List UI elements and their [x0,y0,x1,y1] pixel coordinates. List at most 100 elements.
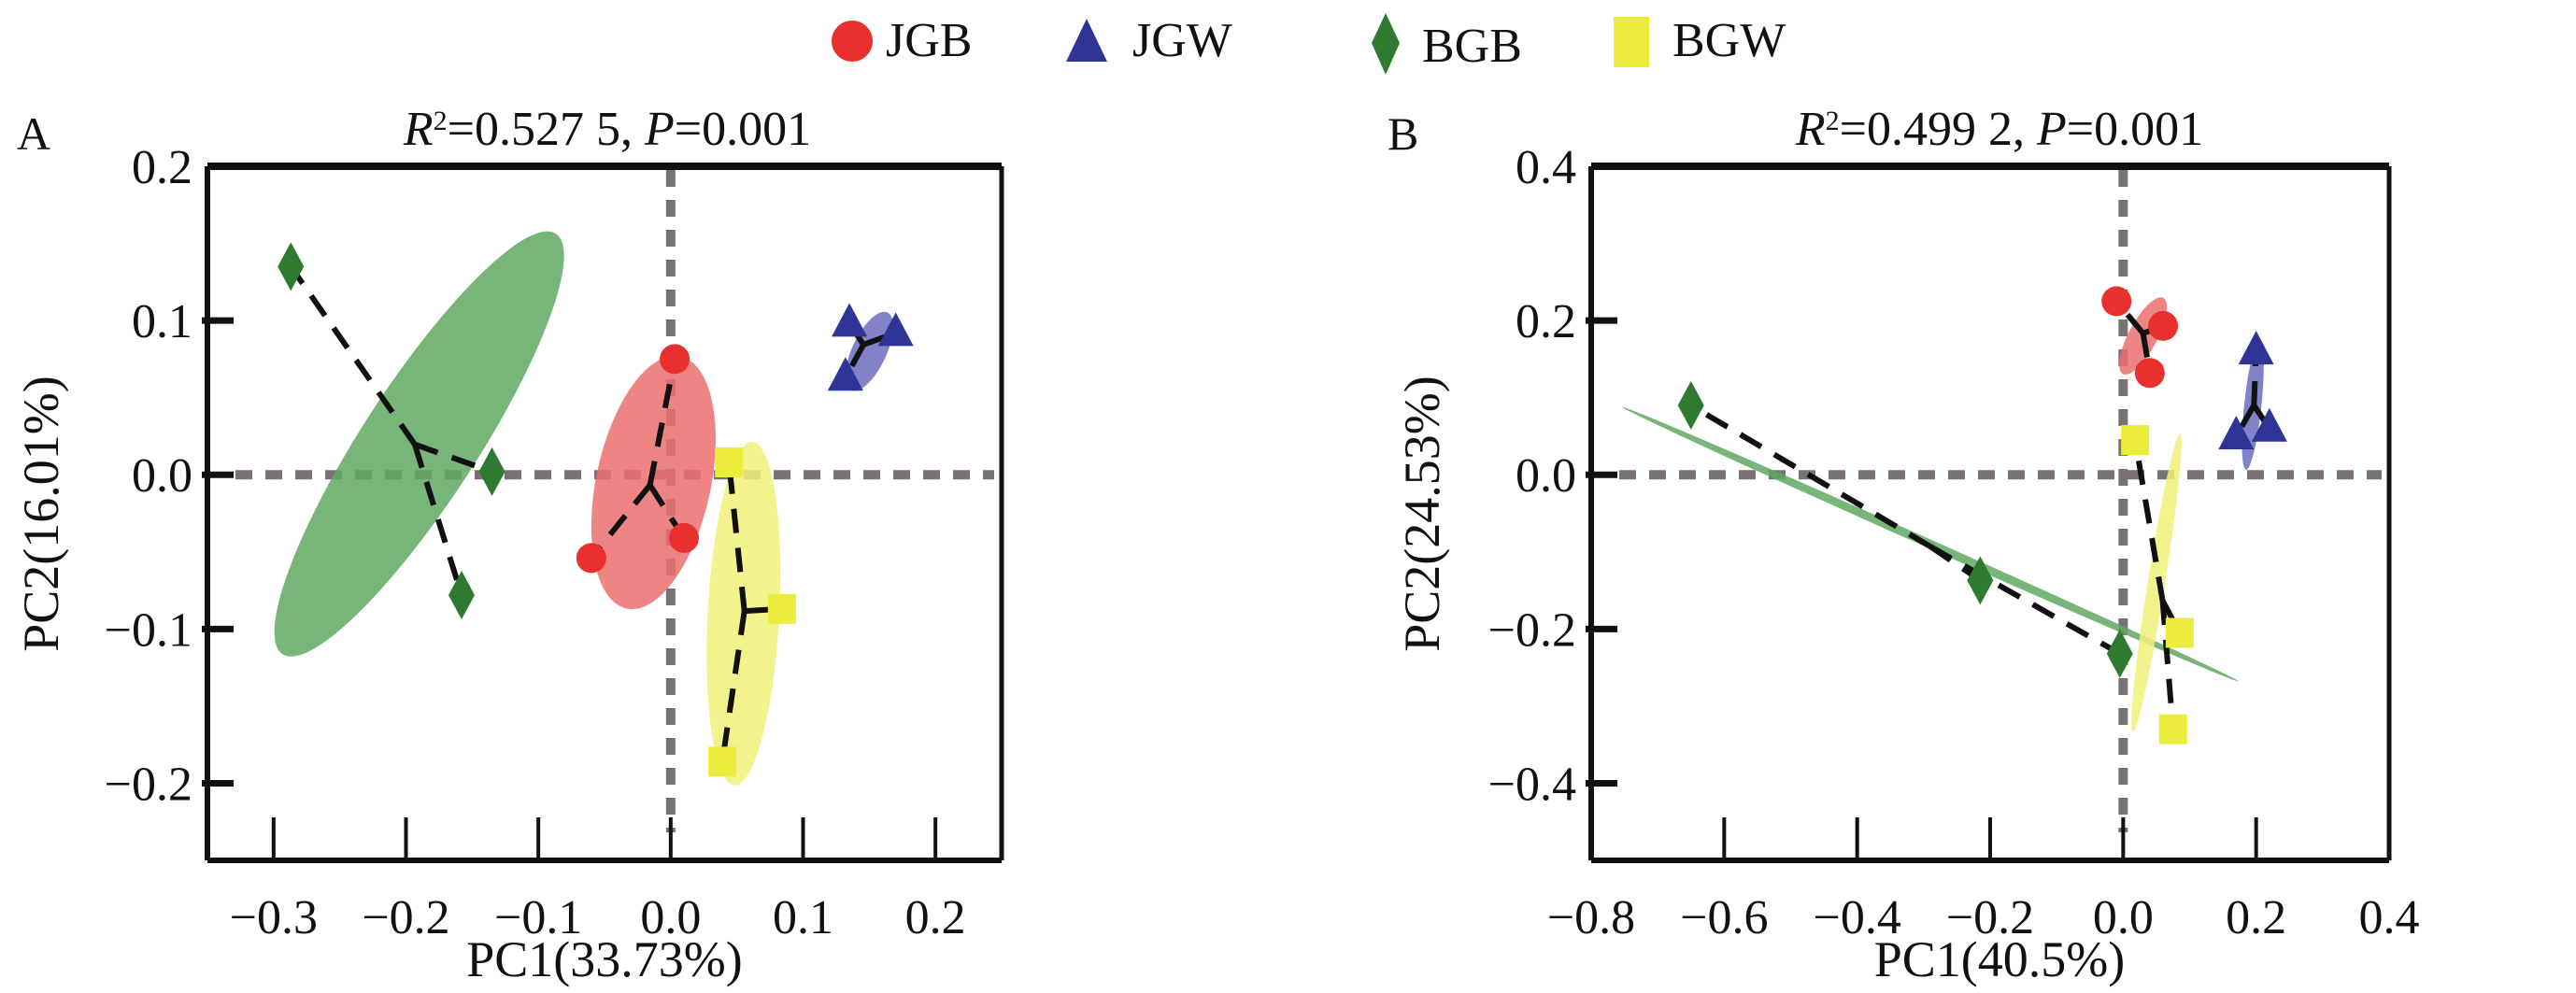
centroid-link-bgb [288,264,418,447]
title-p-symbol: P [2036,103,2067,156]
x-tick-labels: −0.8 −0.6 −0.4 −0.2 0.0 0.2 0.4 [1547,891,2420,944]
data-point-bgw [2158,714,2187,745]
x-axis-label: PC1(40.5%) [1874,931,2126,987]
centroid-link-bgb [1928,544,2122,657]
centroid-link-jgw [862,330,897,348]
legend-marker-circle [832,21,873,62]
plot-area [202,163,1004,863]
y-tick-label: 0.2 [1516,295,1576,348]
y-tick-labels: 0.4 0.2 0.0 −0.2 −0.4 [1488,141,1576,811]
panel-title: R2=0.527 5, P=0.001 [403,103,811,156]
title-p-symbol: P [644,103,675,156]
legend-marker-triangle [1066,19,1107,62]
x-tick-label: 0.2 [905,891,966,944]
title-r-superscript: 2 [1826,106,1840,136]
x-tick-label: 0.0 [640,891,701,944]
centroid-link-bgb [412,443,464,596]
x-tick-label: −0.3 [230,891,318,944]
y-tick-label: 0.4 [1516,141,1576,194]
legend-label: BGW [1672,14,1786,67]
centroid-link-jgb [647,358,678,486]
y-tick-label: −0.1 [105,603,192,657]
data-point-bgb [2106,629,2133,678]
x-tick-labels: −0.3 −0.2 −0.1 0.0 0.1 0.2 [230,891,966,944]
y-axis-label: PC2(24.53%) [1394,376,1450,652]
data-point-jgb [576,543,606,574]
data-point-jgb [2101,286,2132,317]
confidence-ellipse-jgw [845,311,893,391]
centroid-link-bgb [1689,403,1932,549]
centroid-link-bgw [719,610,747,762]
centroid-link-bgw [726,461,747,612]
data-point-bgw [715,447,744,478]
centroid-link-bgw [2132,439,2166,602]
x-tick-label: −0.4 [1814,891,1901,944]
data-point-jgw [877,312,914,347]
plot-area [1586,163,2392,863]
centroid-link-jgb [2140,333,2153,374]
title-r-symbol: R [1795,103,1826,156]
x-tick-label: 0.2 [2226,891,2286,944]
y-tick-labels: 0.2 0.1 0.0 −0.1 −0.2 [105,141,192,811]
title-r2-value: =0.527 5, [448,103,645,156]
panel-label: A [17,107,50,160]
panel-title: R2=0.499 2, P=0.001 [1795,103,2203,156]
x-tick-label: 0.4 [2359,891,2420,944]
data-point-jgw [2251,407,2287,442]
title-r-symbol: R [403,103,434,156]
centroid-link-bgw [744,605,782,615]
panel-a: A R2=0.527 5, P=0.001 −0.3 −0.2 −0.1 0.0 0.1… [13,103,1004,987]
legend-item-bgw: BGW [1614,14,1786,67]
data-point-jgb [669,522,699,553]
x-tick-label: 0.1 [773,891,833,944]
data-point-jgb [2148,310,2179,341]
x-tick-label: 0.0 [2093,891,2154,944]
x-tick-label: −0.6 [1680,891,1768,944]
x-tick-label: −0.1 [494,891,582,944]
data-point-bgb [1677,380,1704,430]
legend-marker-square [1614,17,1649,67]
data-point-bgb [478,447,505,496]
y-tick-label: 0.0 [132,449,192,503]
data-point-jgw [2238,331,2274,365]
y-tick-label: −0.2 [105,758,192,811]
y-tick-label: −0.2 [1488,603,1576,657]
legend-item-bgb: BGB [1372,13,1522,75]
data-point-jgb [660,344,690,375]
y-tick-label: 0.1 [132,295,192,348]
title-p-value: =0.001 [2067,103,2203,156]
legend-item-jgw: JGW [1066,14,1232,67]
data-point-jgw [832,303,868,337]
confidence-ellipse-bgw [2131,433,2182,732]
data-point-bgw [2165,617,2194,648]
centroid-link-jgb [2113,299,2145,335]
centroid-link-jgw [2233,404,2256,438]
centroid-link-bgw [2159,600,2176,730]
legend-marker-diamond [1372,13,1400,75]
legend-label: JGB [886,14,972,67]
data-point-jgw [827,357,863,391]
x-tick-label: −0.2 [1946,891,2034,944]
x-tick-label: −0.2 [362,891,449,944]
y-tick-label: −0.4 [1488,758,1576,811]
data-point-bgb [278,242,305,291]
legend: JGB JGW BGB BGW [832,13,1786,75]
centroid-link-bgb [413,441,493,475]
centroid-link-jgw [843,343,866,379]
panel-label: B [1388,107,1418,160]
x-axis-label: PC1(33.73%) [466,931,743,987]
y-tick-label: 0.0 [1516,449,1576,503]
data-point-bgb [448,571,475,620]
y-tick-label: 0.2 [132,141,192,194]
centroid-link-jgb [589,483,652,560]
data-point-bgw [708,746,737,777]
data-point-bgb [1967,556,1994,605]
title-r-superscript: 2 [434,106,448,136]
data-point-bgw [2121,425,2150,456]
x-tick-label: −0.8 [1547,891,1635,944]
data-point-jgw [2218,415,2255,449]
panel-b: B R2=0.499 2, P=0.001 −0.8 −0.6 −0.4 −0.2 0.… [1388,103,2420,987]
legend-item-jgb: JGB [832,14,972,67]
title-p-value: =0.001 [675,103,811,156]
